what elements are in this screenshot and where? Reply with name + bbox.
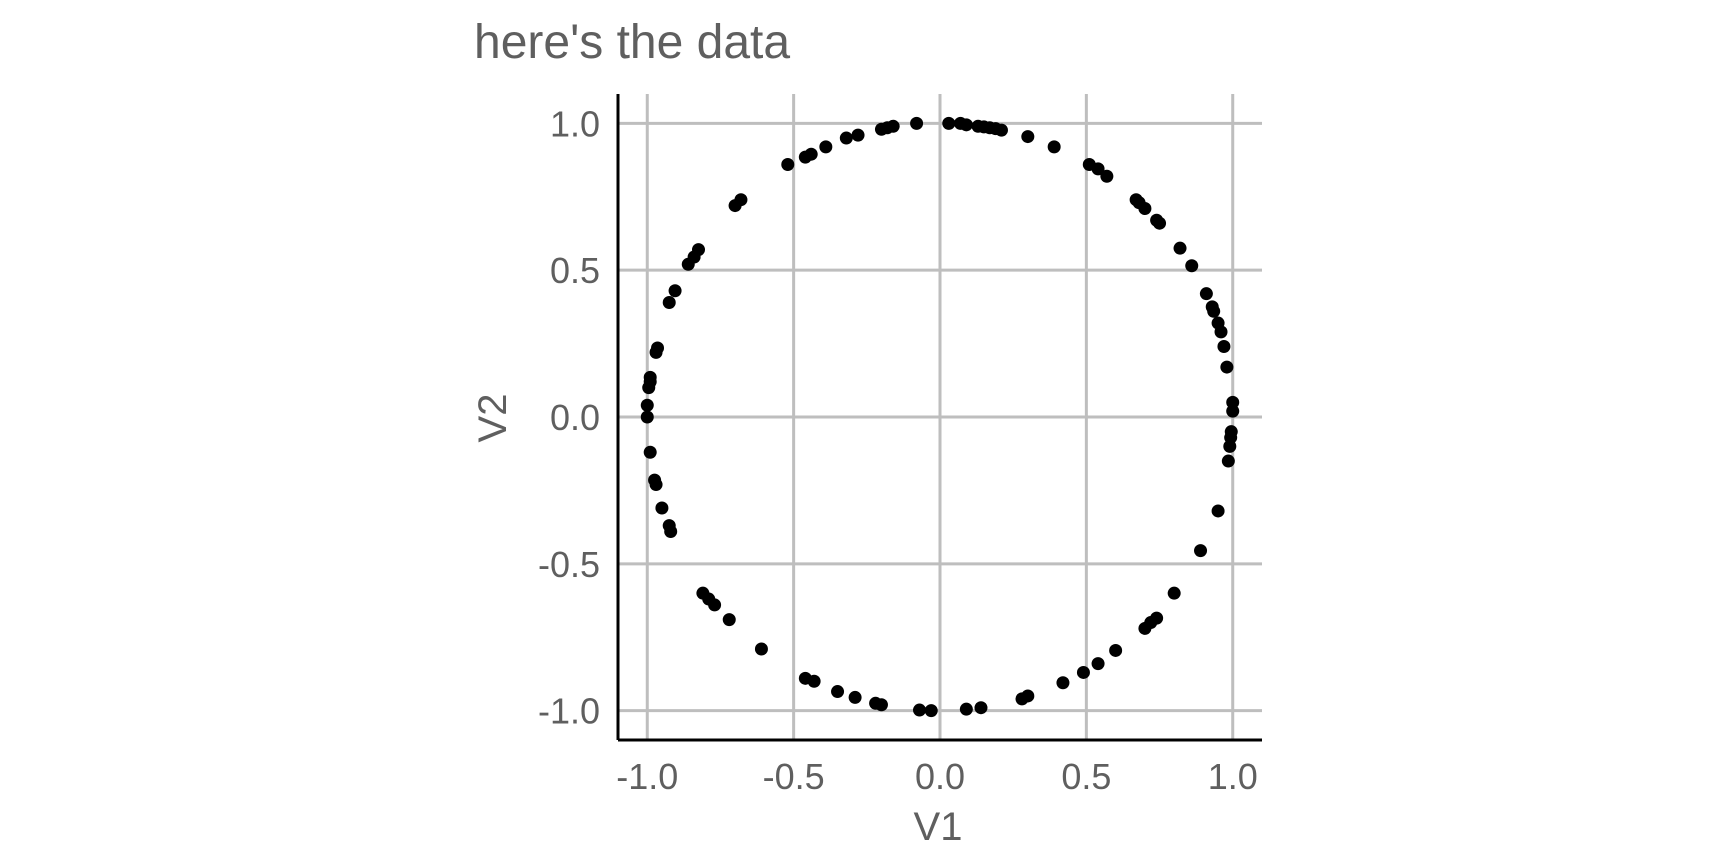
axes (616, 94, 1262, 742)
data-point (959, 118, 973, 132)
data-point (819, 140, 833, 154)
data-point (1173, 241, 1187, 255)
data-point (959, 702, 973, 716)
data-point (942, 116, 956, 130)
data-point (643, 370, 657, 384)
data-point (662, 519, 676, 533)
data-point (831, 685, 845, 699)
x-tick-label: -0.5 (763, 756, 825, 797)
data-point (910, 116, 924, 130)
y-tick-label: -0.5 (538, 544, 600, 585)
data-point (913, 703, 927, 717)
y-tick-label: -1.0 (538, 691, 600, 732)
data-point (655, 501, 669, 515)
data-point (851, 128, 865, 142)
data-point (1221, 454, 1235, 468)
data-point (1153, 216, 1167, 230)
grid (618, 94, 1262, 740)
data-point (1185, 259, 1199, 273)
y-axis-title: V2 (471, 394, 515, 443)
data-point (722, 613, 736, 627)
x-tick-label: 0.0 (915, 756, 965, 797)
data-point (1109, 643, 1123, 657)
data-point (781, 157, 795, 171)
data-points (640, 116, 1240, 718)
data-point (1076, 665, 1090, 679)
data-point (804, 147, 818, 161)
chart-title: here's the data (474, 16, 790, 69)
data-point (869, 696, 883, 710)
data-point (1226, 404, 1240, 418)
y-tick-label: 1.0 (550, 103, 600, 144)
x-tick-label: 0.5 (1061, 756, 1111, 797)
data-point (1091, 162, 1105, 176)
data-point (1021, 130, 1035, 144)
data-point (839, 131, 853, 145)
data-point (668, 284, 682, 298)
data-point (648, 473, 662, 487)
data-point (734, 193, 748, 207)
data-point (1015, 692, 1029, 706)
data-point (1138, 621, 1152, 635)
data-point (1220, 360, 1234, 374)
y-tick-label: 0.0 (550, 397, 600, 438)
data-point (1223, 439, 1237, 453)
data-point (1207, 304, 1221, 318)
data-point (1167, 586, 1181, 600)
data-point (662, 295, 676, 309)
data-point (643, 445, 657, 459)
x-tick-label: 1.0 (1208, 756, 1258, 797)
data-point (848, 690, 862, 704)
data-point (1100, 169, 1114, 183)
data-point (1211, 504, 1225, 518)
x-tick-label: -1.0 (616, 756, 678, 797)
data-point (1194, 544, 1208, 558)
tick-labels: -1.0 -0.5 0.0 0.5 1.0 -1.0 -0.5 0.0 0.5 1.0 (538, 103, 1258, 797)
x-axis-title: V1 (914, 805, 963, 849)
data-point (696, 586, 710, 600)
data-point (640, 398, 654, 412)
data-point (798, 671, 812, 685)
data-point (1056, 676, 1070, 690)
data-point (1214, 325, 1228, 339)
data-point (1091, 657, 1105, 671)
data-point (886, 119, 900, 133)
data-point (692, 243, 705, 257)
data-point (1217, 340, 1231, 354)
data-point (754, 642, 768, 656)
y-tick-label: 0.5 (550, 250, 600, 291)
data-point (640, 410, 654, 424)
data-point (1199, 287, 1213, 301)
data-point (1047, 140, 1061, 154)
data-point (994, 123, 1008, 137)
data-point (974, 701, 988, 715)
data-point (651, 341, 665, 355)
data-point (1138, 202, 1152, 216)
data-point (924, 704, 938, 718)
